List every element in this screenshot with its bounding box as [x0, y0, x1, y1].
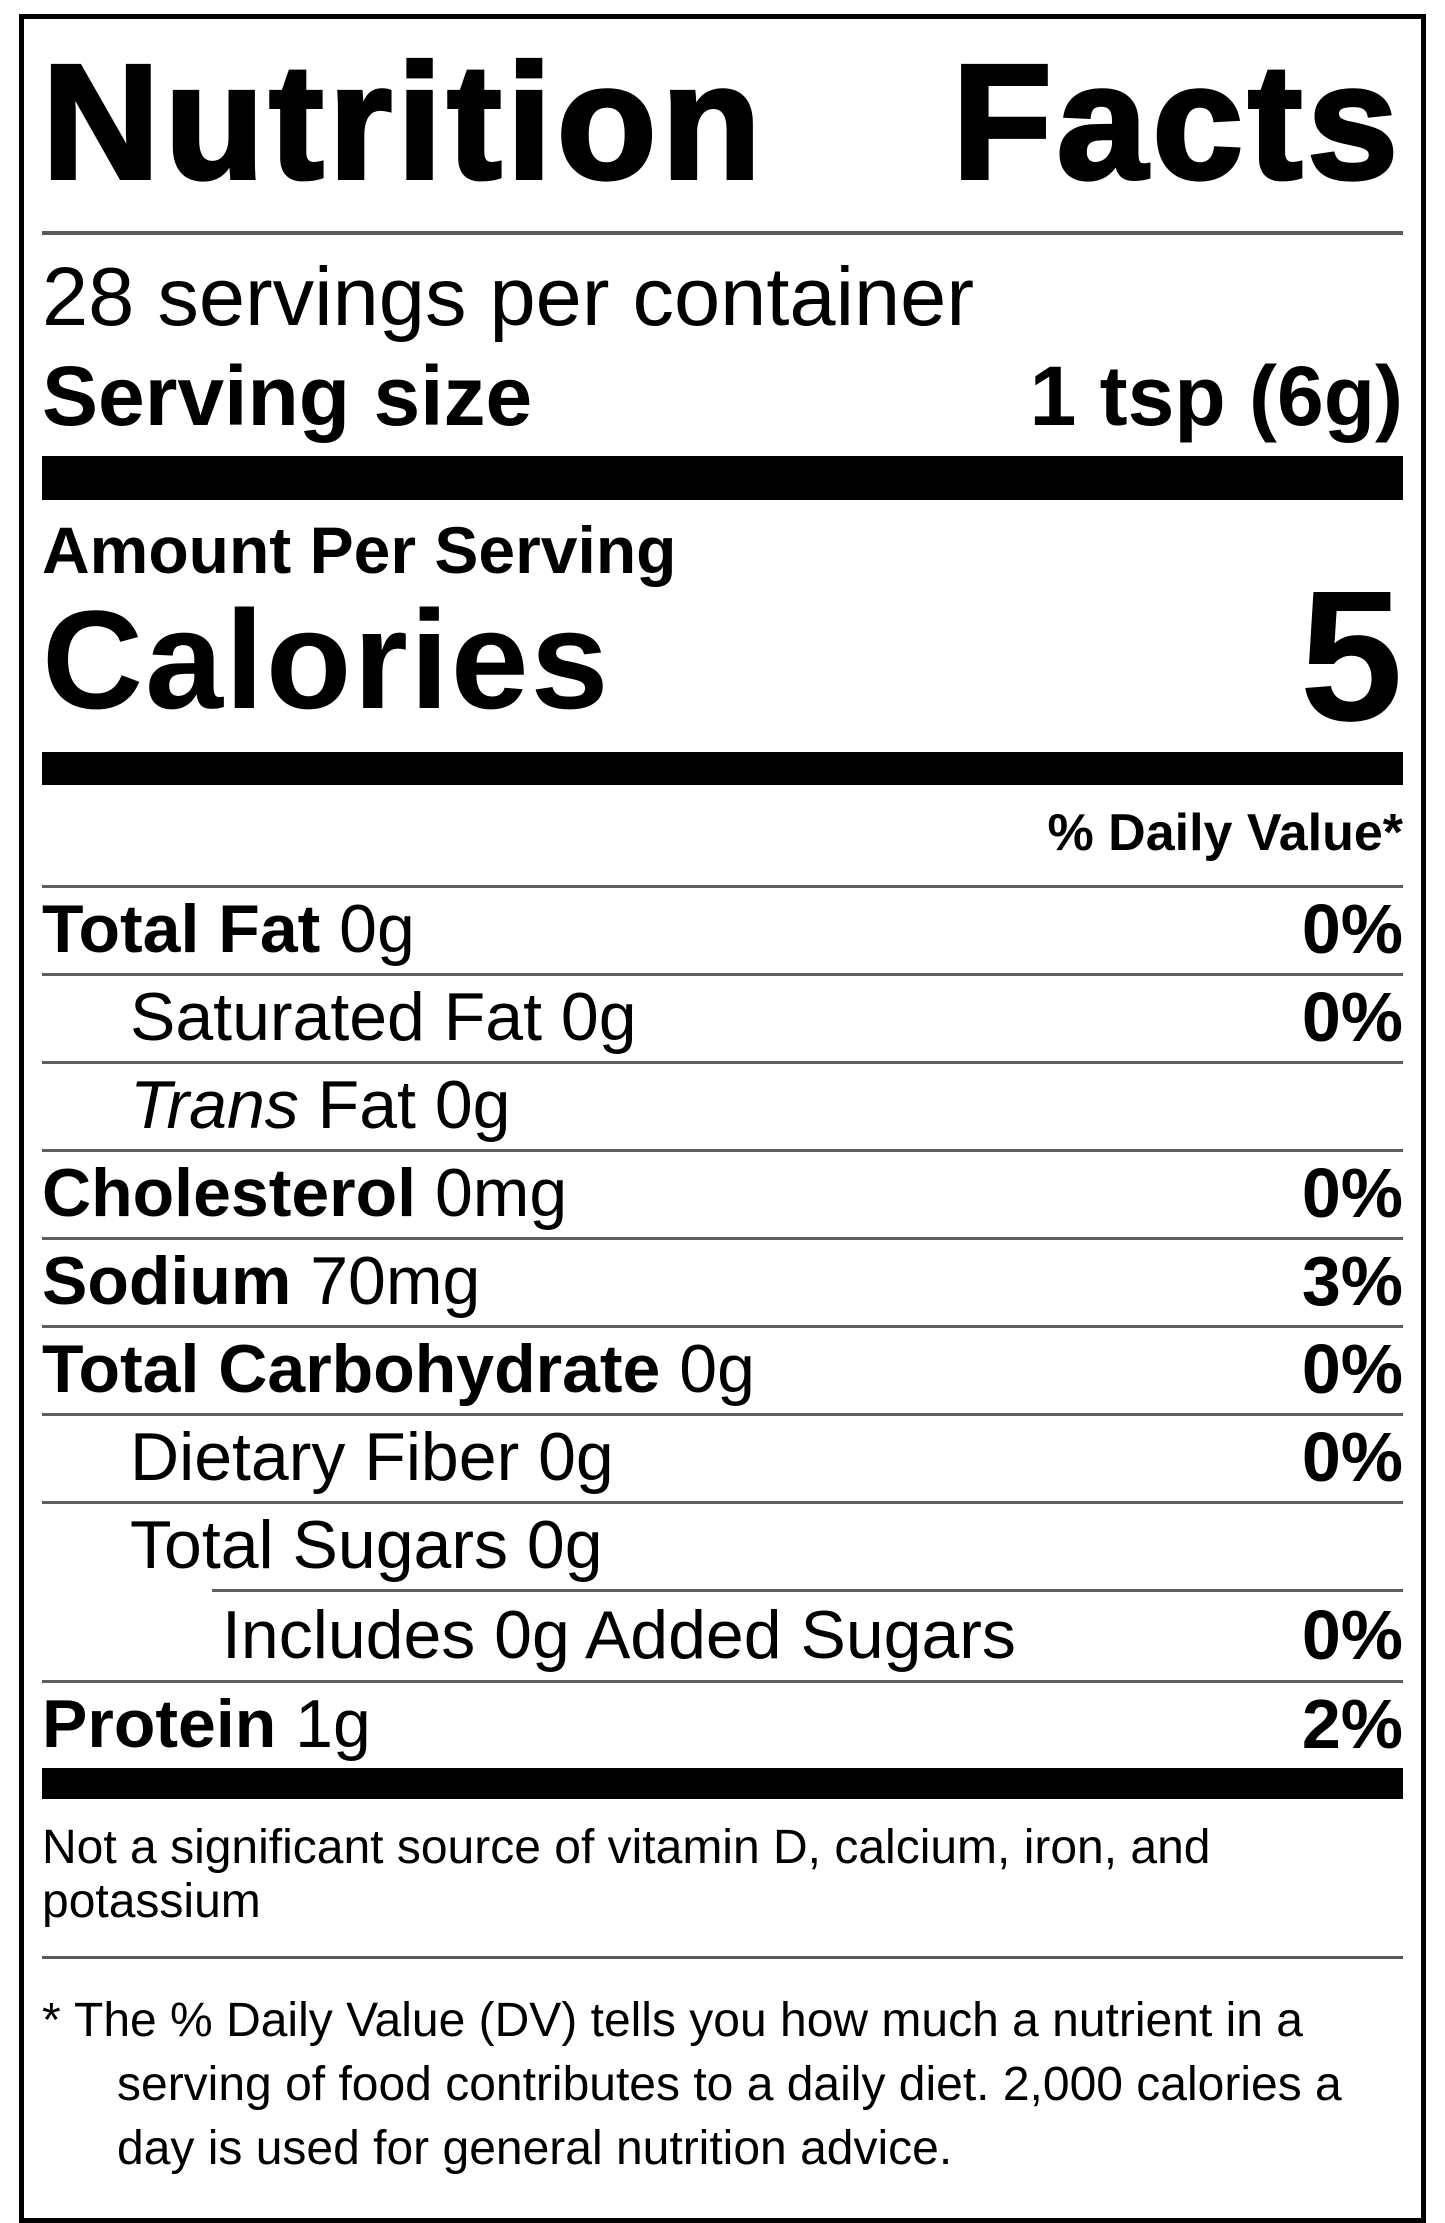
nutrient-amount: 70mg — [291, 1243, 481, 1320]
nutrient-text: Total Sugars 0g — [42, 1510, 603, 1581]
nutrient-row: Saturated Fat 0g 0% — [42, 972, 1403, 1061]
nutrient-daily-value: 3% — [1301, 1242, 1403, 1321]
nutrient-text: Sodium 70mg — [42, 1246, 480, 1317]
amount-per-serving-label: Amount Per Serving — [42, 513, 677, 588]
nutrient-amount: 0g — [320, 891, 415, 968]
nutrient-daily-value: 0% — [1301, 890, 1403, 969]
footnote-asterisk: * — [42, 1993, 61, 2047]
serving-size-label: Serving size — [42, 348, 533, 443]
nutrient-row: Trans Fat 0g — [42, 1060, 1403, 1149]
nutrient-name: Dietary Fiber — [130, 1419, 520, 1496]
calories-label: Calories — [42, 580, 611, 738]
thick-bar-bottom — [42, 1767, 1403, 1799]
nutrient-text: Dietary Fiber 0g — [42, 1422, 614, 1493]
calories-section: Amount Per Serving Calories 5 — [42, 513, 1403, 761]
nutrient-text: Protein 1g — [42, 1689, 371, 1760]
nutrient-name: Protein — [42, 1686, 277, 1763]
nutrient-amount: 0g — [542, 979, 637, 1056]
nutrient-text: Cholesterol 0mg — [42, 1158, 567, 1229]
title-divider — [42, 230, 1403, 235]
nutrient-amount: 0g — [415, 1067, 511, 1144]
nutrient-row: Cholesterol 0mg 0% — [42, 1148, 1403, 1237]
not-significant-note: Not a significant source of vitamin D, c… — [42, 1820, 1211, 1929]
nutrient-amount: 0mg — [416, 1155, 568, 1232]
nutrient-text: Trans Fat 0g — [42, 1070, 510, 1141]
nutrient-row: Dietary Fiber 0g 0% — [42, 1412, 1403, 1501]
nutrient-name: Total Carbohydrate — [42, 1331, 661, 1408]
nutrient-name-rest: Fat — [298, 1067, 416, 1144]
nutrient-amount: 0g — [519, 1419, 614, 1496]
calories-left: Amount Per Serving Calories — [42, 513, 677, 738]
partial-divider-wrap: Includes 0g Added Sugars 0% — [212, 1588, 1403, 1680]
nutrient-amount: 1g — [276, 1686, 371, 1763]
nutrient-text: Saturated Fat 0g — [42, 982, 637, 1053]
nutrition-facts-label: Nutrition Facts 28 servings per containe… — [19, 14, 1426, 2223]
nutrient-name: Total Sugars — [130, 1507, 508, 1584]
nutrient-name: Sodium — [42, 1243, 292, 1320]
serving-size-row: Serving size 1 tsp (6g) — [42, 348, 1403, 443]
nutrient-name: Includes 0g Added Sugars — [222, 1596, 1016, 1673]
footnote-divider — [42, 1955, 1403, 1959]
nutrient-name: Trans — [130, 1067, 299, 1144]
nutrient-text: Total Fat 0g — [42, 894, 415, 965]
servings-per-container: 28 servings per container — [42, 249, 974, 343]
nutrient-row: Total Fat 0g 0% — [42, 884, 1403, 973]
nutrient-row: Sodium 70mg 3% — [42, 1236, 1403, 1325]
nutrient-name: Saturated Fat — [130, 979, 543, 1056]
nutrient-row: Total Carbohydrate 0g 0% — [42, 1324, 1403, 1413]
serving-size-value: 1 tsp (6g) — [1029, 348, 1403, 443]
nutrient-rows: Total Fat 0g 0% Saturated Fat 0g 0% Tran… — [42, 884, 1403, 1768]
thick-bar-top — [42, 456, 1403, 501]
nutrient-row: Protein 1g 2% — [42, 1679, 1403, 1768]
nutrient-text: Includes 0g Added Sugars — [212, 1596, 1016, 1673]
nutrient-name: Cholesterol — [42, 1155, 417, 1232]
nutrient-row: Includes 0g Added Sugars 0% — [212, 1592, 1403, 1680]
nutrient-row: Total Sugars 0g — [42, 1500, 1403, 1589]
nutrient-daily-value: 0% — [1301, 1330, 1403, 1409]
daily-value-footnote: * The % Daily Value (DV) tells you how mu… — [42, 1989, 1342, 2180]
nutrient-text: Total Carbohydrate 0g — [42, 1334, 755, 1405]
thick-bar-mid — [42, 751, 1403, 785]
calories-value: 5 — [1299, 553, 1403, 761]
footnote-text: The % Daily Value (DV) tells you how muc… — [74, 1993, 1342, 2175]
nutrient-daily-value: 0% — [1301, 1418, 1403, 1497]
nutrient-daily-value: 0% — [1301, 978, 1403, 1057]
nutrient-amount: 0g — [507, 1507, 603, 1584]
label-title: Nutrition Facts — [40, 30, 1403, 213]
daily-value-header: % Daily Value* — [1047, 803, 1403, 862]
nutrient-daily-value: 0% — [1301, 1154, 1403, 1233]
nutrient-daily-value: 2% — [1301, 1685, 1403, 1764]
nutrient-name: Total Fat — [42, 891, 321, 968]
nutrient-amount: 0g — [660, 1331, 755, 1408]
nutrient-daily-value: 0% — [1301, 1595, 1403, 1674]
